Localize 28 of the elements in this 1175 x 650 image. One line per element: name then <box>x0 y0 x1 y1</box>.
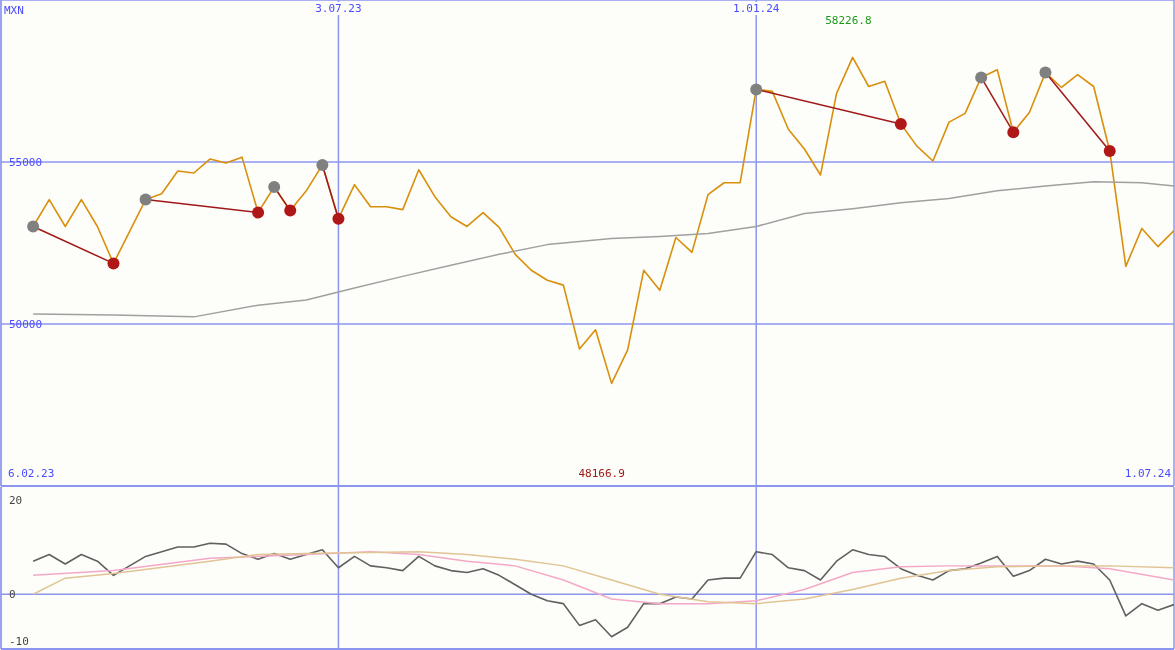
point <box>894 118 907 131</box>
x-tick-label: 1.01.24 <box>733 2 780 15</box>
annotation: 6.02.23 <box>8 467 55 480</box>
point <box>284 204 297 217</box>
point <box>332 212 345 225</box>
y-tick-label: -10 <box>9 635 29 649</box>
point <box>1103 144 1116 157</box>
line-series <box>32 181 1174 318</box>
annotation: 48166.9 <box>578 467 625 480</box>
point <box>975 71 988 84</box>
annotation: 58226.8 <box>825 14 872 27</box>
point <box>1007 126 1020 139</box>
point <box>316 158 329 171</box>
point <box>268 180 281 193</box>
point <box>252 206 265 219</box>
y-tick-label: 20 <box>9 493 23 507</box>
point <box>1039 66 1052 79</box>
point <box>750 83 763 96</box>
y-tick-label: 50000 <box>9 317 43 331</box>
line-series <box>32 542 1174 638</box>
y-axis-title: MXN <box>4 4 24 17</box>
point <box>27 220 40 233</box>
annotation: 1.07.24 <box>1124 467 1171 480</box>
x-tick-label: 3.07.23 <box>315 2 362 15</box>
point <box>139 193 152 206</box>
point <box>107 257 120 270</box>
y-tick-label: 55000 <box>9 155 43 169</box>
line-series <box>32 550 1174 605</box>
